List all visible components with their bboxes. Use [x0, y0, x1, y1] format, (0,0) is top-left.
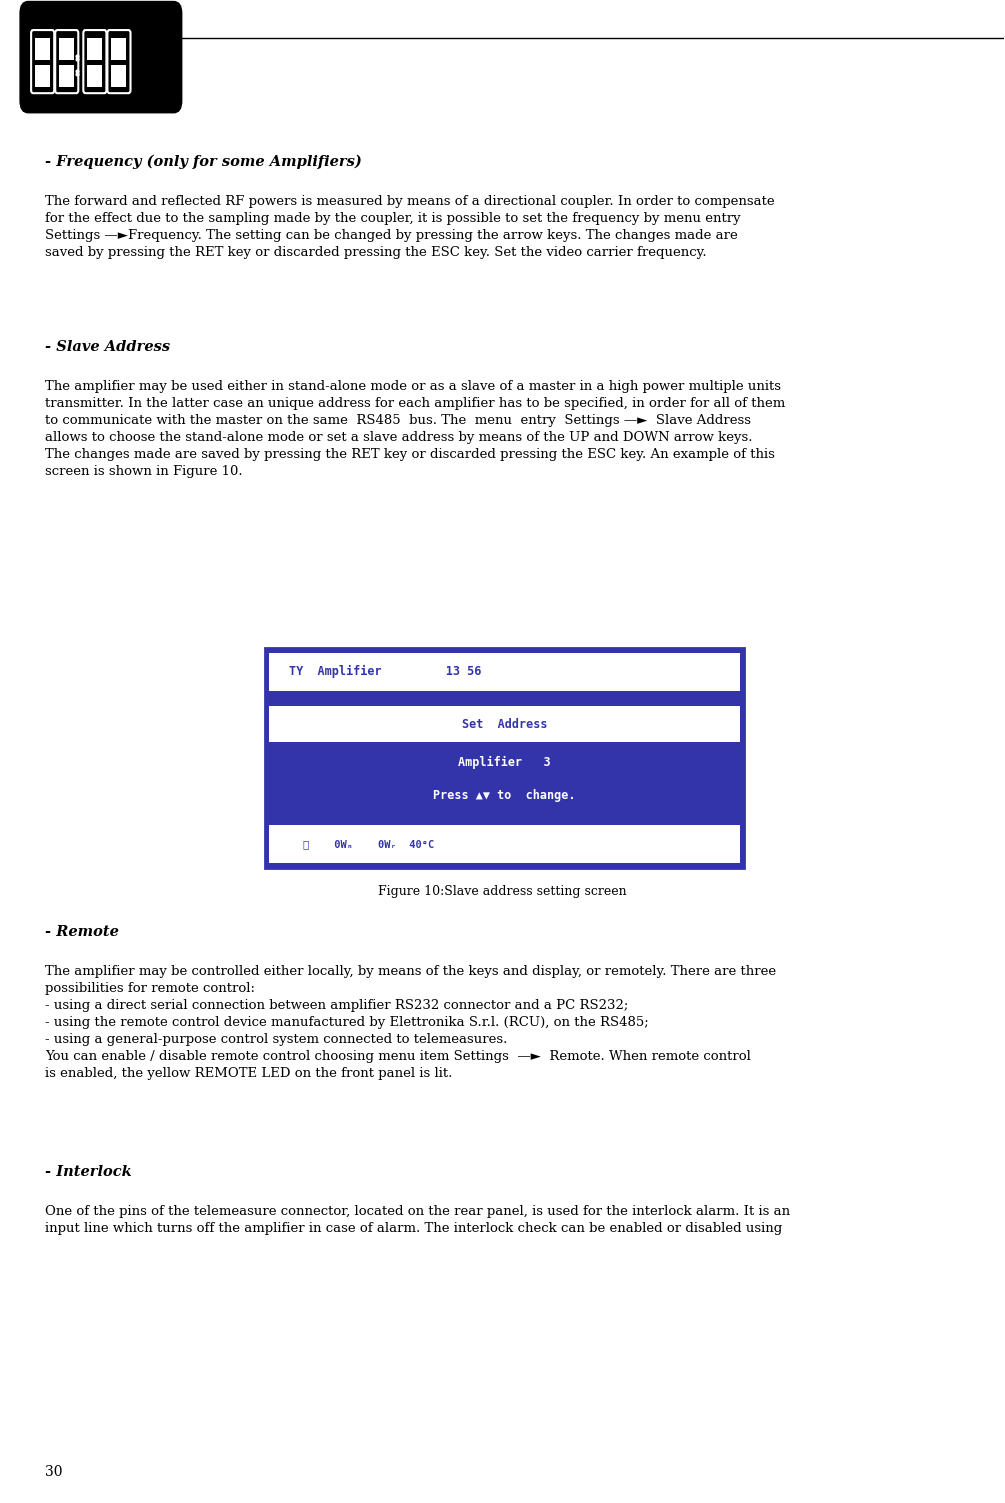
Text: 30: 30: [45, 1465, 62, 1479]
FancyBboxPatch shape: [31, 30, 54, 93]
Bar: [268, 706, 740, 741]
Bar: [268, 652, 740, 691]
Text: TY  Amplifier         13 56: TY Amplifier 13 56: [288, 666, 481, 678]
Bar: [268, 825, 740, 864]
Bar: [268, 691, 740, 706]
Bar: [87, 38, 103, 60]
Bar: [112, 65, 127, 87]
Text: - Interlock: - Interlock: [45, 1165, 132, 1178]
Text: - Frequency (only for some Amplifiers): - Frequency (only for some Amplifiers): [45, 155, 362, 170]
Bar: [59, 65, 74, 87]
Text: - Slave Address: - Slave Address: [45, 340, 170, 355]
Text: The forward and reflected RF powers is measured by means of a directional couple: The forward and reflected RF powers is m…: [45, 195, 775, 259]
Text: Amplifier   3: Amplifier 3: [458, 756, 551, 770]
Bar: [35, 65, 50, 87]
FancyBboxPatch shape: [108, 30, 131, 93]
Text: Press ▲▼ to  change.: Press ▲▼ to change.: [433, 789, 576, 803]
FancyBboxPatch shape: [264, 648, 744, 869]
FancyBboxPatch shape: [55, 30, 78, 93]
FancyBboxPatch shape: [83, 30, 107, 93]
Text: The amplifier may be controlled either locally, by means of the keys and display: The amplifier may be controlled either l…: [45, 965, 776, 1081]
Text: Figure 10:Slave address setting screen: Figure 10:Slave address setting screen: [378, 885, 626, 897]
Bar: [35, 38, 50, 60]
Bar: [112, 38, 127, 60]
Text: Set  Address: Set Address: [461, 717, 547, 730]
Text: The amplifier may be used either in stand-alone mode or as a slave of a master i: The amplifier may be used either in stan…: [45, 380, 785, 478]
Text: One of the pins of the telemeasure connector, located on the rear panel, is used: One of the pins of the telemeasure conne…: [45, 1205, 790, 1235]
Text: 🔒    0Wₙ    0Wᵣ  40°C: 🔒 0Wₙ 0Wᵣ 40°C: [304, 839, 434, 849]
Bar: [268, 741, 740, 816]
Text: - Remote: - Remote: [45, 924, 119, 939]
FancyBboxPatch shape: [20, 2, 182, 113]
Bar: [87, 65, 103, 87]
Bar: [59, 38, 74, 60]
